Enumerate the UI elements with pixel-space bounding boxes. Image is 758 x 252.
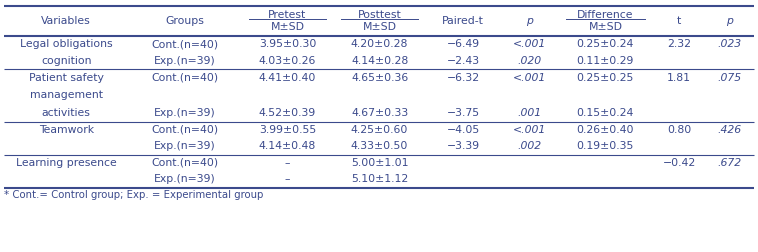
Text: 4.03±0.26: 4.03±0.26 (258, 56, 316, 66)
Text: M±SD: M±SD (588, 22, 622, 32)
Text: Teamwork: Teamwork (39, 125, 94, 135)
Text: .075: .075 (718, 73, 742, 83)
Text: 4.41±0.40: 4.41±0.40 (258, 73, 316, 83)
Text: Cont.(n=40): Cont.(n=40) (152, 73, 218, 83)
Text: 5.00±1.01: 5.00±1.01 (351, 158, 409, 168)
Text: .001: .001 (517, 108, 541, 118)
Text: 4.14±0.48: 4.14±0.48 (258, 141, 316, 151)
Text: 4.65±0.36: 4.65±0.36 (351, 73, 409, 83)
Text: Exp.(n=39): Exp.(n=39) (154, 108, 216, 118)
Text: 0.15±0.24: 0.15±0.24 (577, 108, 634, 118)
Text: Cont.(n=40): Cont.(n=40) (152, 158, 218, 168)
Text: 4.33±0.50: 4.33±0.50 (351, 141, 409, 151)
Text: M±SD: M±SD (362, 22, 396, 32)
Text: <.001: <.001 (512, 39, 546, 49)
Text: 4.25±0.60: 4.25±0.60 (351, 125, 409, 135)
Text: M±SD: M±SD (271, 22, 305, 32)
Text: 0.25±0.24: 0.25±0.24 (577, 39, 634, 49)
Text: –: – (285, 174, 290, 184)
Text: −6.32: −6.32 (446, 73, 480, 83)
Text: <.001: <.001 (512, 73, 546, 83)
Text: .020: .020 (517, 56, 541, 66)
Text: −0.42: −0.42 (662, 158, 696, 168)
Text: Groups: Groups (165, 16, 205, 26)
Text: −2.43: −2.43 (446, 56, 480, 66)
Text: Exp.(n=39): Exp.(n=39) (154, 174, 216, 184)
Text: Patient safety: Patient safety (29, 73, 104, 83)
Text: 0.80: 0.80 (667, 125, 691, 135)
Text: −4.05: −4.05 (446, 125, 480, 135)
Text: 4.52±0.39: 4.52±0.39 (258, 108, 316, 118)
Text: .672: .672 (718, 158, 742, 168)
Text: .002: .002 (517, 141, 541, 151)
Text: 0.19±0.35: 0.19±0.35 (577, 141, 634, 151)
Text: Exp.(n=39): Exp.(n=39) (154, 56, 216, 66)
Text: Difference: Difference (577, 10, 634, 20)
Text: 4.14±0.28: 4.14±0.28 (351, 56, 409, 66)
Text: Cont.(n=40): Cont.(n=40) (152, 39, 218, 49)
Text: 4.20±0.28: 4.20±0.28 (351, 39, 409, 49)
Text: activities: activities (42, 108, 91, 118)
Text: Paired-t: Paired-t (442, 16, 484, 26)
Text: 2.32: 2.32 (667, 39, 691, 49)
Text: 5.10±1.12: 5.10±1.12 (351, 174, 409, 184)
Text: cognition: cognition (41, 56, 92, 66)
Text: −3.75: −3.75 (446, 108, 480, 118)
Text: 4.67±0.33: 4.67±0.33 (351, 108, 409, 118)
Text: .023: .023 (718, 39, 742, 49)
Text: 0.26±0.40: 0.26±0.40 (577, 125, 634, 135)
Text: .426: .426 (718, 125, 742, 135)
Text: management: management (30, 90, 103, 100)
Text: p: p (526, 16, 533, 26)
Text: Variables: Variables (42, 16, 91, 26)
Text: Legal obligations: Legal obligations (20, 39, 112, 49)
Text: * Cont.= Control group; Exp. = Experimental group: * Cont.= Control group; Exp. = Experimen… (4, 191, 263, 201)
Text: −3.39: −3.39 (446, 141, 480, 151)
Text: 0.11±0.29: 0.11±0.29 (577, 56, 634, 66)
Text: <.001: <.001 (512, 125, 546, 135)
Text: Learning presence: Learning presence (16, 158, 117, 168)
Text: Exp.(n=39): Exp.(n=39) (154, 141, 216, 151)
Text: −6.49: −6.49 (446, 39, 480, 49)
Text: –: – (285, 158, 290, 168)
Text: 0.25±0.25: 0.25±0.25 (577, 73, 634, 83)
Text: p: p (726, 16, 733, 26)
Text: 3.95±0.30: 3.95±0.30 (258, 39, 316, 49)
Text: Cont.(n=40): Cont.(n=40) (152, 125, 218, 135)
Text: t: t (677, 16, 681, 26)
Text: 3.99±0.55: 3.99±0.55 (258, 125, 316, 135)
Text: Pretest: Pretest (268, 10, 306, 20)
Text: Posttest: Posttest (358, 10, 402, 20)
Text: 1.81: 1.81 (667, 73, 691, 83)
